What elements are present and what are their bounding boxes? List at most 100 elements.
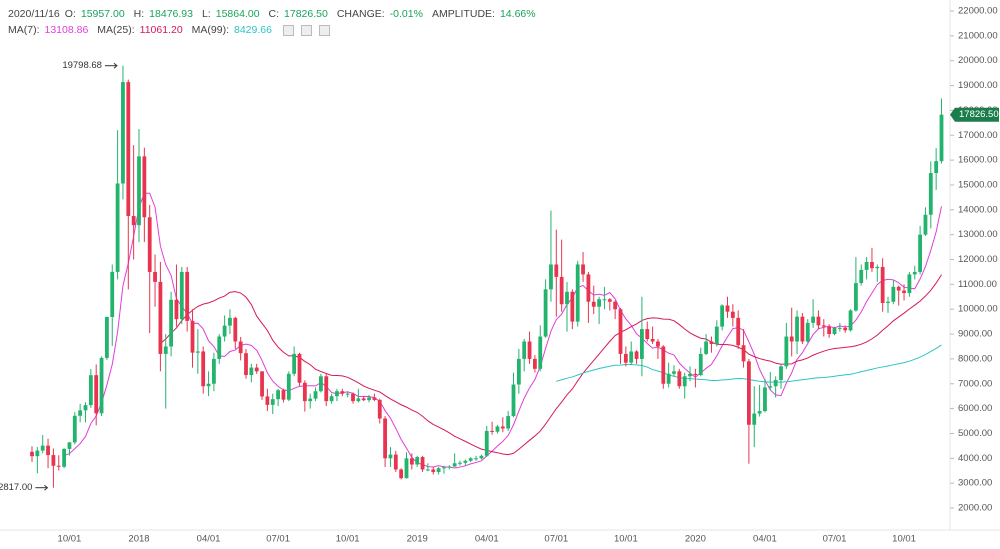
candle-body	[265, 396, 270, 405]
candle-body	[923, 214, 928, 235]
candle-body	[618, 309, 623, 354]
candle-body	[912, 271, 917, 275]
candle-body	[78, 410, 83, 416]
candle-body	[51, 455, 56, 466]
candle-body	[864, 261, 869, 270]
annotation-arrowhead	[113, 62, 118, 69]
candle-body	[581, 264, 585, 275]
candle-body	[939, 114, 944, 162]
candle-body	[329, 396, 334, 402]
candle-body	[533, 358, 537, 369]
candle-body	[383, 418, 387, 459]
candle-body	[666, 373, 671, 384]
y-tick-label: 15000.00	[958, 179, 998, 190]
candle-body	[201, 351, 206, 387]
x-tick-label: 2019	[407, 534, 428, 545]
candle-body	[688, 373, 692, 377]
candle-body	[613, 301, 618, 310]
candle-body	[351, 393, 355, 402]
candle-body	[779, 366, 783, 381]
candle-body	[843, 327, 848, 331]
x-tick-label: 07/01	[823, 534, 847, 545]
candle-body	[335, 391, 339, 397]
field-label: O:	[64, 8, 76, 20]
y-tick-label: 2000.00	[958, 503, 992, 514]
candle-body	[629, 351, 634, 363]
candle-body	[292, 353, 297, 374]
field-label: C:	[268, 8, 280, 20]
candle-body	[105, 316, 109, 358]
candle-body	[773, 380, 778, 387]
annotation-label: 2817.00	[0, 482, 32, 493]
field-label: CHANGE:	[336, 8, 385, 20]
candle-body	[137, 156, 141, 226]
candle-body	[500, 426, 505, 429]
last-price-label: 17826.50	[959, 109, 999, 120]
candle-body	[704, 341, 708, 354]
candle-body	[458, 462, 462, 464]
candle-body	[709, 341, 714, 344]
indicator-label: MA(99):	[191, 24, 229, 36]
candle-body	[260, 371, 264, 397]
ma-line	[160, 274, 942, 456]
candle-body	[640, 329, 644, 359]
candle-body	[233, 317, 238, 342]
candle-body	[190, 320, 195, 353]
candle-body	[228, 317, 232, 326]
candle-body	[420, 457, 425, 470]
candle-body	[875, 266, 880, 269]
ohlc-info: 2020/11/16 O: 15957.00 H: 18476.93 L: 15864.0…	[8, 8, 540, 20]
ma-info: MA(7): 13108.86 MA(25): 11061.20 MA(99): 8429…	[8, 24, 330, 36]
candle-body	[147, 217, 152, 272]
candle-body	[591, 301, 596, 307]
candle-body	[324, 376, 329, 402]
candle-body	[195, 351, 200, 353]
field-label: AMPLITUDE:	[431, 8, 495, 20]
indicator-icon[interactable]	[318, 24, 330, 36]
candle-body	[281, 390, 286, 400]
candle-body	[827, 326, 832, 335]
indicator-icon[interactable]	[300, 24, 312, 36]
candle-body	[388, 454, 393, 459]
candle-body	[297, 353, 302, 383]
candle-body	[747, 361, 751, 425]
candle-body	[586, 274, 591, 302]
x-tick-label: 04/01	[475, 534, 499, 545]
candle-body	[56, 465, 61, 467]
candle-body	[463, 460, 468, 463]
candle-body	[308, 398, 313, 402]
candle-body	[682, 376, 687, 387]
candle-body	[88, 375, 93, 406]
candle-body	[468, 458, 473, 461]
candle-body	[447, 466, 452, 468]
y-tick-label: 6000.00	[958, 403, 992, 414]
candle-body	[516, 358, 521, 385]
candle-body	[179, 271, 184, 320]
candle-body	[431, 469, 436, 472]
x-tick-label: 10/01	[336, 534, 360, 545]
candle-body	[677, 371, 682, 387]
candle-body	[254, 367, 259, 372]
candle-body	[169, 299, 173, 347]
indicator-icon[interactable]	[282, 24, 294, 36]
x-tick-label: 07/01	[544, 534, 568, 545]
y-tick-label: 20000.00	[958, 55, 998, 66]
candle-body	[816, 316, 821, 326]
candle-body	[698, 353, 703, 376]
candle-body	[607, 299, 612, 302]
candle-body	[522, 341, 527, 359]
candle-body	[763, 387, 767, 412]
last-price-tag	[950, 107, 999, 122]
candle-body	[538, 336, 543, 369]
y-tick-label: 11000.00	[958, 279, 997, 290]
candle-body	[479, 455, 484, 459]
x-tick-label: 04/01	[753, 534, 777, 545]
y-tick-label: 22000.00	[958, 6, 998, 17]
y-tick-label: 19000.00	[958, 80, 998, 91]
candle-body	[35, 450, 40, 457]
candle-body	[730, 311, 735, 318]
field-value: 14.66%	[499, 8, 536, 20]
candle-body	[575, 264, 580, 322]
candle-body	[789, 336, 794, 342]
